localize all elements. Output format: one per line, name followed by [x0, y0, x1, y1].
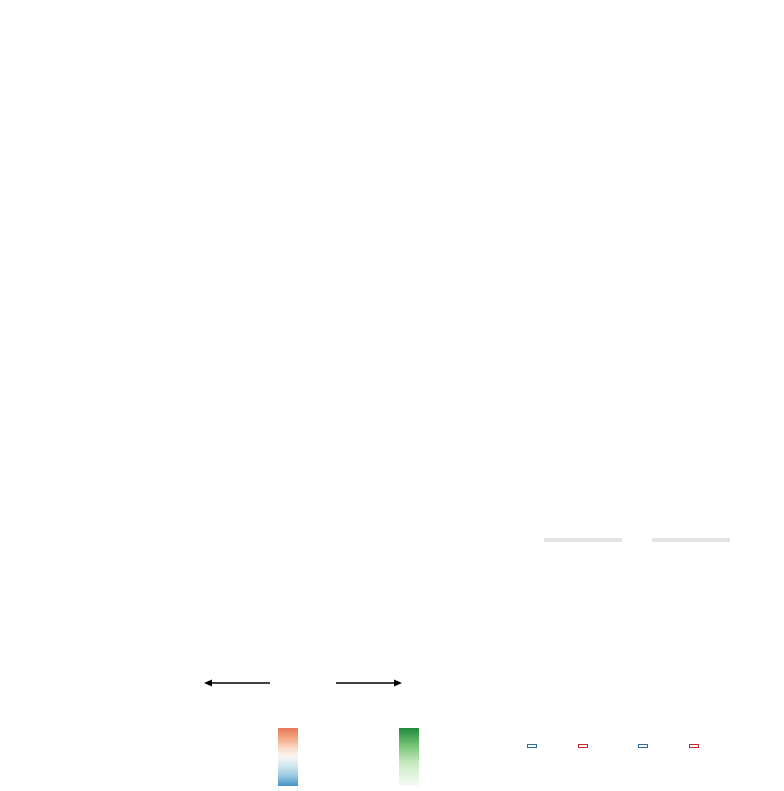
gc-content-column: [62, 28, 75, 660]
cancer-type-labels-b: [358, 663, 458, 703]
group-box-cancer-gata3: [689, 744, 699, 748]
group-box-healthy-foxa1: [527, 744, 537, 748]
column-dendrogram: [80, 703, 202, 787]
cancer-axis-arrow: [204, 679, 402, 687]
facet-label-foxa1: [544, 538, 622, 542]
panel-e-plots[interactable]: [466, 556, 784, 764]
cancer-type-labels-a: [80, 663, 200, 703]
panel-d-scatter[interactable]: [466, 248, 784, 474]
group-box-cancer-foxa1: [578, 744, 588, 748]
tf-expression-heatmap[interactable]: [358, 28, 458, 660]
motif-enrichment-heatmap[interactable]: [80, 28, 200, 660]
expression-diff-colorbar: [399, 728, 419, 786]
group-box-healthy-gata3: [638, 744, 648, 748]
motif-pvalue-colorbar: [278, 728, 298, 786]
row-dendrogram: [2, 28, 62, 660]
facet-label-gata3: [652, 538, 730, 542]
panel-c-scatter[interactable]: [466, 16, 784, 232]
